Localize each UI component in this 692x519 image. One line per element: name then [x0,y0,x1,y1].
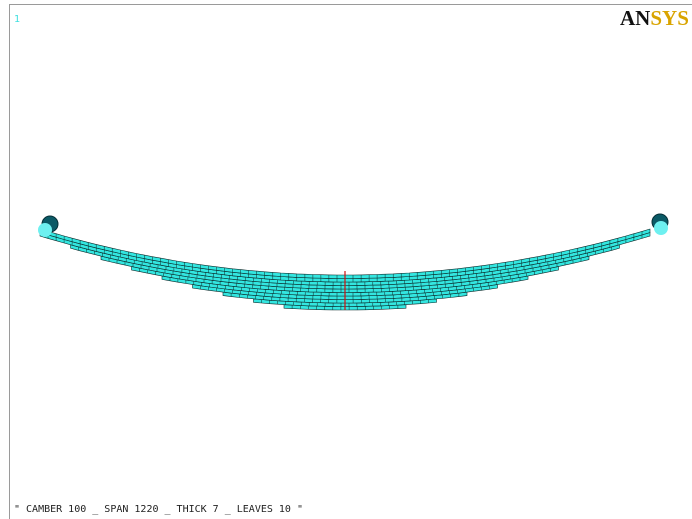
window-number: 1 [14,14,20,25]
ansys-logo: ANSYS [620,6,689,30]
eye-support [654,221,668,235]
eye-support [38,223,52,237]
caption: " CAMBER 100 _ SPAN 1220 _ THICK 7 _ LEA… [14,504,303,515]
graphics-window: 1 ANSYS " CAMBER 100 _ SPAN 1220 _ THICK… [0,0,692,519]
page: 1 ANSYS " CAMBER 100 _ SPAN 1220 _ THICK… [0,0,692,519]
logo-dark: AN [620,6,650,30]
logo-gold: SYS [650,6,689,30]
